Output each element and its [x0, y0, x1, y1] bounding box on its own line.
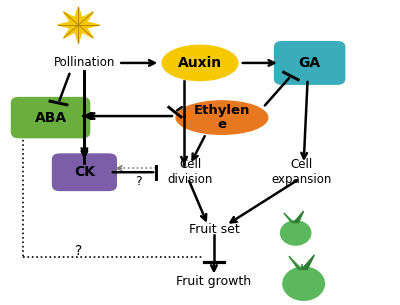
Text: Cell
division: Cell division	[167, 158, 213, 186]
FancyBboxPatch shape	[52, 154, 116, 190]
Text: Fruit set: Fruit set	[188, 224, 239, 236]
Text: Pollination: Pollination	[54, 56, 115, 70]
Ellipse shape	[280, 221, 311, 245]
Text: GA: GA	[298, 56, 321, 70]
Polygon shape	[289, 256, 302, 269]
Text: CK: CK	[74, 165, 95, 179]
Text: Ethylen
e: Ethylen e	[194, 104, 250, 131]
Text: ?: ?	[135, 175, 142, 188]
Polygon shape	[58, 7, 99, 43]
Text: Fruit growth: Fruit growth	[176, 275, 252, 288]
Text: ?: ?	[75, 244, 82, 258]
Text: Auxin: Auxin	[178, 56, 222, 70]
Polygon shape	[302, 255, 314, 269]
FancyBboxPatch shape	[274, 42, 345, 84]
Ellipse shape	[176, 101, 268, 134]
Ellipse shape	[162, 45, 238, 81]
Polygon shape	[284, 213, 294, 223]
FancyBboxPatch shape	[12, 98, 90, 138]
Text: ABA: ABA	[34, 111, 66, 124]
Ellipse shape	[283, 267, 324, 300]
Polygon shape	[294, 211, 304, 223]
Text: Cell
expansion: Cell expansion	[272, 158, 332, 186]
